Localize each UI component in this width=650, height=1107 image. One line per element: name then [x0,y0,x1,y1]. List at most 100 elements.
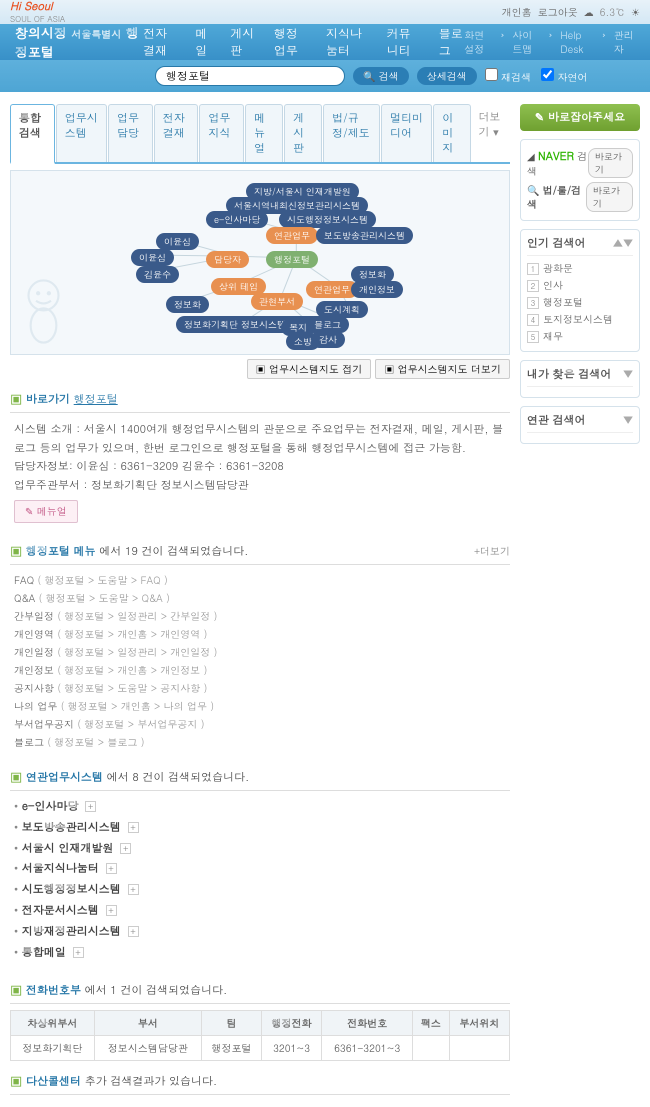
menu-item[interactable]: 공지사항 ( 행정포털 > 도움말 > 공지사항 ) [14,679,506,697]
section-title: 다산콜센터 추가 검색결과가 있습니다. [26,1074,217,1089]
system-item[interactable]: 서울지식나눔터 + [14,859,506,880]
weather-icon: ☁ [584,5,594,19]
expand-icon[interactable]: + [106,863,117,874]
section-icon: ▣ [10,543,22,560]
nav-item[interactable]: 전자결재 [143,25,177,59]
diagram-node[interactable]: 김윤수 [136,266,179,283]
table-header: 부서위치 [449,1010,509,1035]
menu-item[interactable]: 나의 업무 ( 행정포털 > 개인홈 > 나의 업무 ) [14,697,506,715]
nav-item[interactable]: 지식나눔터 [326,25,369,59]
naver-go-button[interactable]: 바로가기 [588,148,633,178]
system-item[interactable]: 통합메일 + [14,943,506,964]
popular-keyword[interactable]: 2인사 [527,277,633,294]
diagram-node[interactable]: 이윤심 [131,249,174,266]
expand-icon[interactable]: ▼ [623,413,633,428]
arrows-icon[interactable]: ▲▼ [613,236,633,251]
diagram-node[interactable]: e-인사마당 [206,211,268,228]
diagram-controls: ▣ 업무시스템지도 접기 ▣ 업무시스템지도 더보기 [10,359,510,379]
natural-checkbox[interactable]: 자연어 [541,68,587,84]
naver-icon: ◢ [527,149,535,163]
table-header: 부서 [94,1010,201,1035]
diagram-node[interactable]: 보도방송관리시스템 [316,227,413,244]
menu-item[interactable]: 간부일정 ( 행정포털 > 일정관리 > 간부일정 ) [14,607,506,625]
portal-title: 창의시정 서울특별시 행정포털 [15,23,143,61]
popular-keyword[interactable]: 3행정포털 [527,294,633,311]
portal-link[interactable]: 행정포털 [74,392,118,407]
tab-7[interactable]: 법/규정/제도 [323,104,380,162]
nav-item[interactable]: 커뮤니티 [387,25,421,59]
correct-button[interactable]: ✎바로잡아주세요 [520,104,640,131]
menu-item[interactable]: 개인일정 ( 행정포털 > 일정관리 > 개인일정 ) [14,643,506,661]
detail-search-button[interactable]: 상세검색 [417,67,477,85]
expand-icon[interactable]: + [120,843,131,854]
diagram-node[interactable]: 개인정보 [351,281,403,298]
menu-item[interactable]: Q&A ( 행정포털 > 도움말 > Q&A ) [14,589,506,607]
expand-icon[interactable]: ▼ [623,367,633,382]
diagram-node[interactable]: 감사 [311,331,345,348]
diagram-node[interactable]: 이윤심 [156,233,199,250]
menu-item[interactable]: 개인영역 ( 행정포털 > 개인홈 > 개인영역 ) [14,625,506,643]
diagram-node[interactable]: 행정포털 [266,251,318,268]
diagram-node[interactable]: 연관업무 [266,227,318,244]
phonebook-section: ▣ 전화번호부 에서 1 건이 검색되었습니다. 차상위부서부서팀행정전화전화번… [10,982,510,1061]
table-header: 차상위부서 [11,1010,95,1035]
popular-keywords-box: 인기 검색어▲▼ 1광화문2인사3행정포털4토지정보시스템5재무 [520,229,640,352]
tab-4[interactable]: 업무지식 [199,104,244,162]
dept-info: 업무주관부서 : 정보화기획단 정보시스템담당관 [14,477,506,496]
system-item[interactable]: 서울시 인재개발원 + [14,839,506,860]
fold-diagram-button[interactable]: ▣ 업무시스템지도 접기 [247,359,372,379]
diagram-node[interactable]: 관현부서 [251,293,303,310]
manual-button[interactable]: ✎ 메뉴얼 [14,500,78,523]
diagram-node[interactable]: 담당자 [206,251,249,268]
nav-util-link[interactable]: 사이트맵 [512,28,540,56]
menu-item[interactable]: 개인정보 ( 행정포털 > 개인홈 > 개인정보 ) [14,661,506,679]
menu-item[interactable]: 블로그 ( 행정포털 > 블로그 ) [14,733,506,751]
nav-util-link[interactable]: 관리자 [614,28,635,56]
nav-item[interactable]: 게시판 [230,25,256,59]
recheck-checkbox[interactable]: 재검색 [485,68,531,84]
system-item[interactable]: 지방재정관리시스템 + [14,922,506,943]
system-item[interactable]: e-인사마당 + [14,797,506,818]
nav-item[interactable]: 블로그 [439,25,465,59]
logout-link[interactable]: 로그아웃 [538,5,578,19]
section-icon: ▣ [10,982,22,999]
nav-util-link[interactable]: Help Desk [560,28,594,56]
popular-keyword[interactable]: 4토지정보시스템 [527,311,633,328]
more-diagram-button[interactable]: ▣ 업무시스템지도 더보기 [375,359,510,379]
table-cell: 3201~3 [262,1035,322,1060]
diagram-node[interactable]: 시도행정정보시스템 [279,211,376,228]
search-input[interactable] [155,66,345,86]
popular-keyword[interactable]: 5재무 [527,328,633,345]
tab-9[interactable]: 이미지 [433,104,471,162]
system-item[interactable]: 시도행정정보시스템 + [14,880,506,901]
menu-item[interactable]: 부서업무공지 ( 행정포털 > 부서업무공지 ) [14,715,506,733]
law-go-button[interactable]: 바로가기 [586,182,633,212]
expand-icon[interactable]: + [85,801,96,812]
tab-2[interactable]: 업무담당 [108,104,153,162]
more-link[interactable]: +더보기 [474,544,510,558]
expand-icon[interactable]: + [73,947,84,958]
table-cell: 정보시스템담당관 [94,1035,201,1060]
nav-util-link[interactable]: 화면설정 [464,28,492,56]
nav-item[interactable]: 행정업무 [274,25,308,59]
expand-icon[interactable]: + [128,884,139,895]
tab-5[interactable]: 메뉴얼 [245,104,283,162]
menu-item[interactable]: FAQ ( 행정포털 > 도움말 > FAQ ) [14,571,506,589]
tab-0[interactable]: 통합검색 [10,104,55,164]
system-item[interactable]: 전자문서시스템 + [14,901,506,922]
tab-8[interactable]: 멀티미디어 [381,104,432,162]
search-button[interactable]: 🔍 검색 [353,67,409,85]
tab-6[interactable]: 게시판 [284,104,322,162]
expand-icon[interactable]: + [106,905,117,916]
tab-more[interactable]: 더보기 ▾ [472,104,510,162]
expand-icon[interactable]: + [128,926,139,937]
table-cell [413,1035,450,1060]
expand-icon[interactable]: + [128,822,139,833]
tab-3[interactable]: 전자결재 [154,104,199,162]
nav-item[interactable]: 메일 [195,25,212,59]
diagram-node[interactable]: 정보화 [166,296,209,313]
personal-home-link[interactable]: 개인홈 [502,5,532,19]
tab-1[interactable]: 업무시스템 [56,104,107,162]
system-item[interactable]: 보도방송관리시스템 + [14,818,506,839]
popular-keyword[interactable]: 1광화문 [527,260,633,277]
